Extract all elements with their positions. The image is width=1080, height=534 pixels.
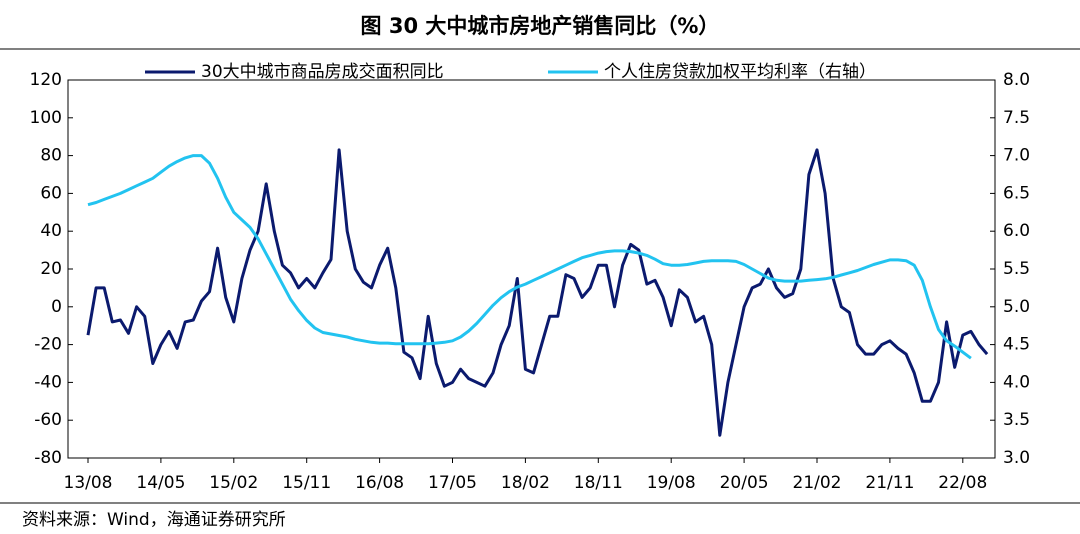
x-tick-label: 16/08 — [355, 473, 404, 493]
x-tick-label: 17/05 — [428, 473, 477, 493]
x-tick-label: 14/05 — [136, 473, 185, 493]
y2-tick-label: 6.5 — [1003, 183, 1030, 203]
y-tick-label: 40 — [40, 221, 62, 241]
series-line — [86, 148, 989, 437]
x-tick-label: 15/11 — [282, 473, 331, 493]
y-tick-label: 80 — [40, 146, 62, 166]
y-tick-label: 60 — [40, 183, 62, 203]
x-tick-label: 22/08 — [938, 473, 987, 493]
x-tick-label: 13/08 — [64, 473, 113, 493]
y-tick-label: 120 — [30, 70, 62, 90]
y2-tick-label: 3.5 — [1003, 410, 1030, 430]
x-tick-label: 21/11 — [865, 473, 914, 493]
y-tick-label: -40 — [34, 372, 62, 392]
y2-tick-label: 3.0 — [1003, 448, 1030, 468]
x-tick-label: 19/08 — [647, 473, 696, 493]
chart-title: 图 30 大中城市房地产销售同比（%） — [361, 14, 720, 38]
y2-tick-label: 7.0 — [1003, 146, 1030, 166]
y-tick-label: -60 — [34, 410, 62, 430]
y-tick-label: 20 — [40, 259, 62, 279]
y-tick-label: -20 — [34, 335, 62, 355]
legend-label: 个人住房贷款加权平均利率（右轴） — [604, 62, 876, 82]
y-tick-label: 100 — [30, 108, 62, 128]
y2-tick-label: 5.5 — [1003, 259, 1030, 279]
y2-tick-label: 4.0 — [1003, 372, 1030, 392]
x-tick-label: 18/02 — [501, 473, 550, 493]
y2-tick-label: 7.5 — [1003, 108, 1030, 128]
y2-tick-label: 6.0 — [1003, 221, 1030, 241]
x-tick-label: 15/02 — [209, 473, 258, 493]
source-note: 资料来源：Wind，海通证券研究所 — [22, 510, 286, 530]
x-tick-label: 20/05 — [720, 473, 769, 493]
plot-frame — [67, 79, 996, 459]
y-tick-label: -80 — [34, 448, 62, 468]
x-tick-label: 18/11 — [574, 473, 623, 493]
series-line — [87, 154, 972, 360]
y-tick-label: 0 — [51, 297, 62, 317]
x-tick-label: 21/02 — [793, 473, 842, 493]
legend-label: 30大中城市商品房成交面积同比 — [201, 62, 444, 82]
y2-tick-label: 5.0 — [1003, 297, 1030, 317]
y2-tick-label: 8.0 — [1003, 70, 1030, 90]
y2-tick-label: 4.5 — [1003, 335, 1030, 355]
